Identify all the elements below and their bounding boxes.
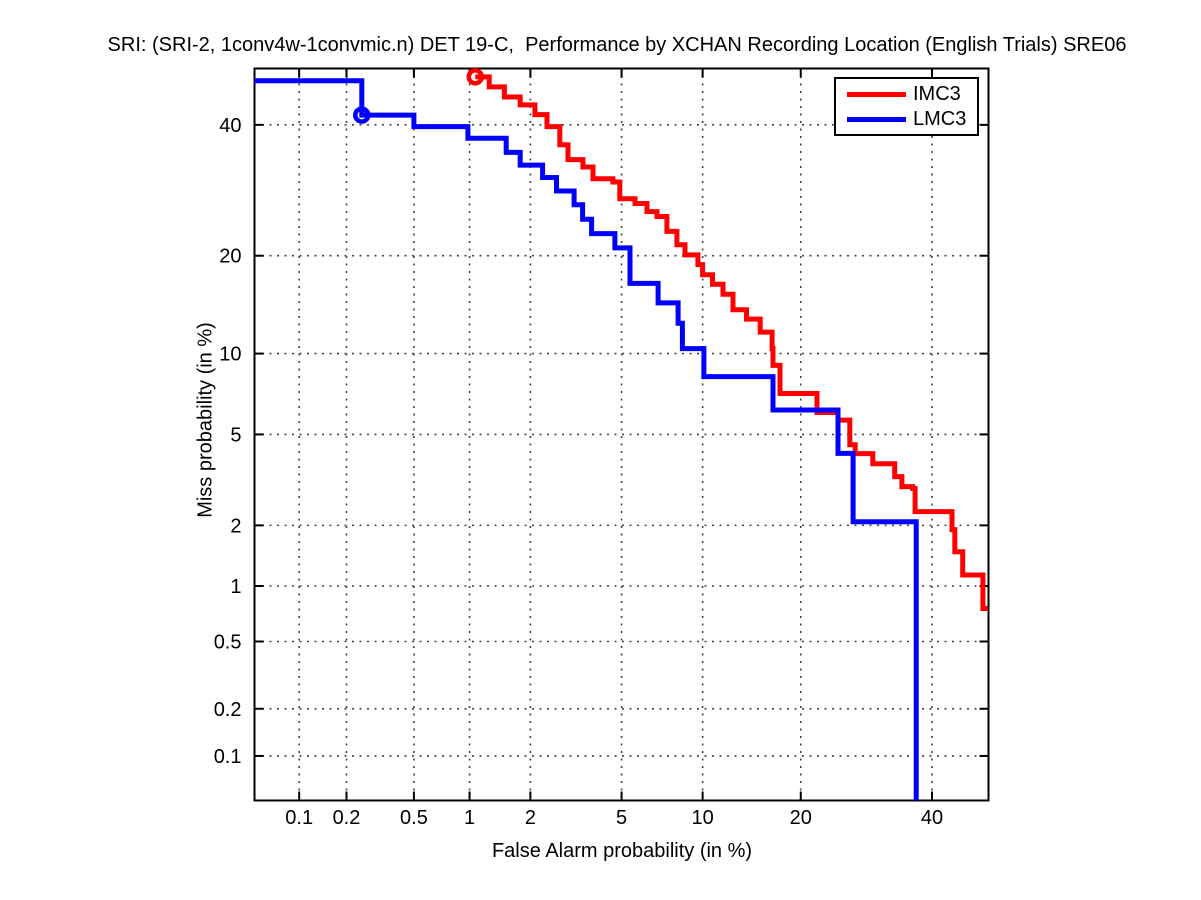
y-tick-label-5: 5	[230, 424, 241, 446]
legend: IMC3 LMC3	[834, 77, 979, 136]
y-tick-label-0.2: 0.2	[214, 699, 242, 721]
legend-line-swatch-imc3	[847, 91, 906, 97]
curve-imc3	[475, 74, 988, 611]
x-axis-label: False Alarm probability (in %)	[491, 840, 753, 862]
y-tick-label-2: 2	[230, 515, 241, 537]
legend-item-imc3: IMC3	[836, 84, 977, 104]
curve-lmc3	[254, 78, 919, 801]
legend-item-lmc3: LMC3	[836, 109, 977, 129]
chart-title: SRI: (SRI-2, 1conv4w-1convmic.n) DET 19-…	[107, 34, 1127, 56]
y-tick-label-10: 10	[219, 344, 241, 366]
y-tick-label-20: 20	[219, 246, 241, 268]
x-tick-label-20: 20	[790, 807, 812, 829]
x-tick-label-1: 1	[464, 807, 475, 829]
x-tick-label-0.2: 0.2	[333, 807, 361, 829]
y-tick-label-40: 40	[219, 115, 241, 137]
x-tick-label-0.1: 0.1	[285, 807, 313, 829]
x-tick-label-0.5: 0.5	[400, 807, 428, 829]
x-tick-label-40: 40	[921, 807, 943, 829]
y-tick-label-0.5: 0.5	[214, 632, 242, 654]
legend-label-lmc3: LMC3	[913, 108, 967, 130]
legend-label-imc3: IMC3	[913, 83, 961, 105]
marker-imc3	[466, 68, 485, 86]
legend-line-swatch-lmc3	[847, 116, 906, 122]
x-tick-label-5: 5	[616, 807, 627, 829]
marker-lmc3	[353, 106, 371, 124]
y-tick-label-0.1: 0.1	[214, 746, 242, 768]
y-tick-label-1: 1	[230, 576, 241, 598]
x-tick-label-10: 10	[692, 807, 714, 829]
x-tick-label-2: 2	[525, 807, 536, 829]
y-axis-label: Miss probability (in %)	[194, 322, 217, 518]
